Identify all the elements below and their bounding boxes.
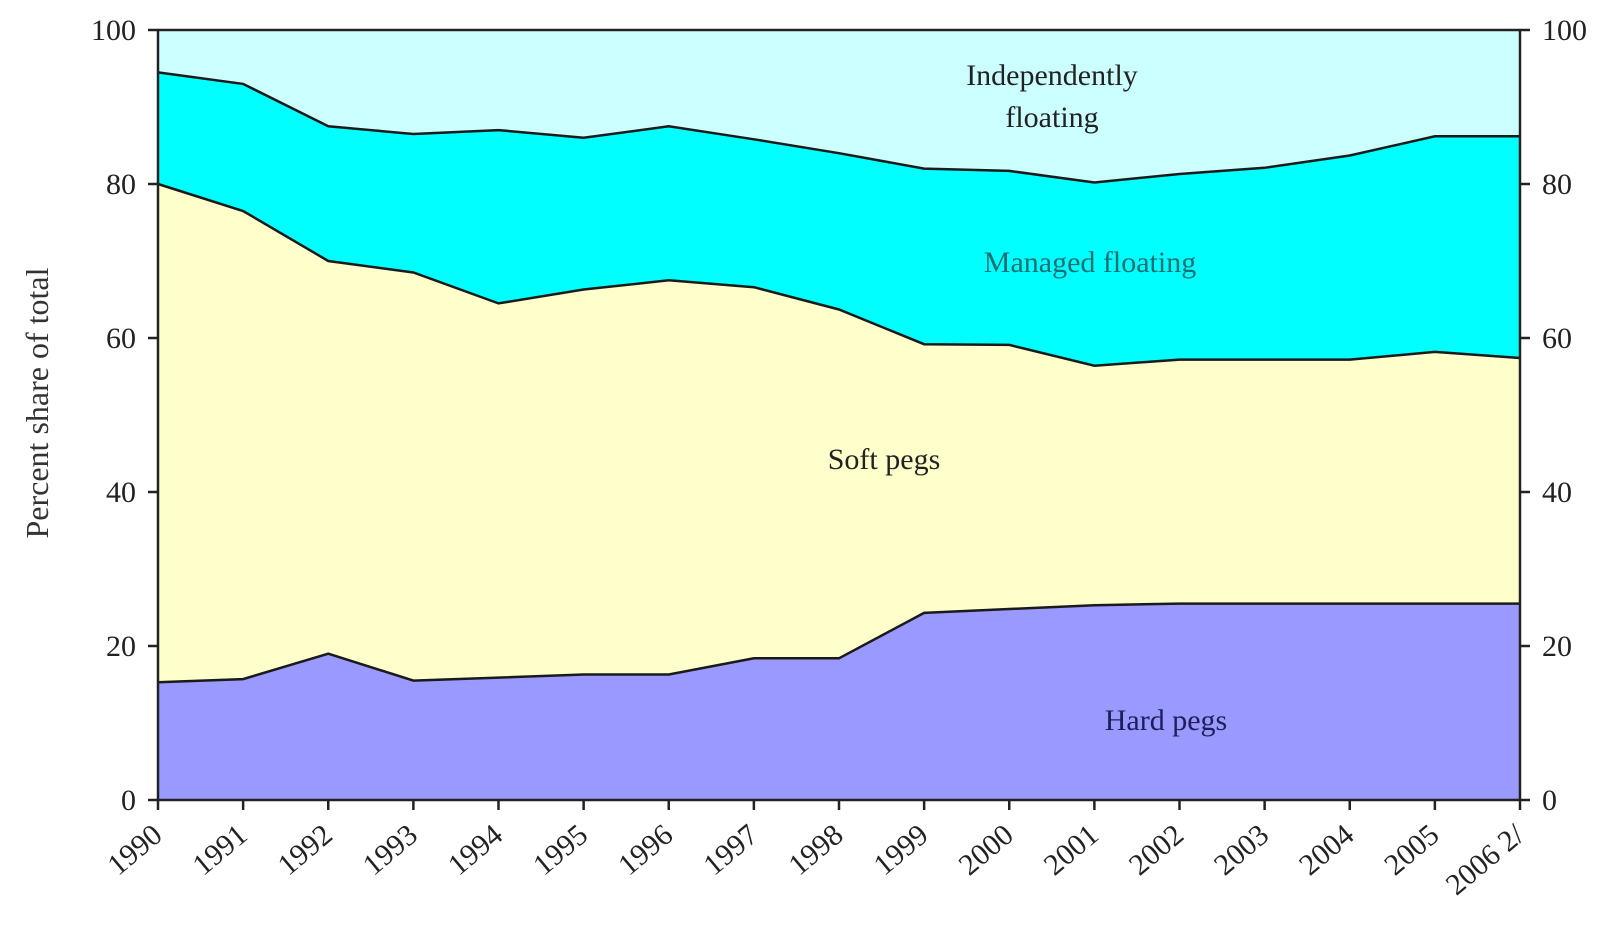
- x-tick-label: 2005: [1378, 818, 1445, 882]
- y-tick-label-left: 60: [106, 322, 136, 355]
- x-ticks: 1990 1991 1992 1993 1994 1995 1996 1997 1998 1999…: [101, 800, 1531, 902]
- y-axis-label: Percent share of total: [19, 267, 55, 538]
- x-tick-label: 1998: [782, 818, 849, 882]
- y-tick-label-right: 80: [1542, 168, 1572, 201]
- boundary-soft-pegs: [157, 182, 1521, 367]
- x-tick-label: 2001: [1038, 818, 1105, 882]
- right-y-ticks: 0 20 40 60 80 100: [1520, 14, 1587, 817]
- series-boundaries: [157, 71, 1521, 684]
- label-managed-floating: Managed floating: [984, 246, 1196, 279]
- label-independently-floating-line2: floating: [1005, 101, 1098, 134]
- x-tick-label: 1992: [272, 818, 339, 882]
- x-tick-label: 2003: [1208, 818, 1275, 882]
- stacked-areas: [158, 30, 1520, 800]
- boundary-hard-pegs: [157, 602, 1520, 684]
- y-tick-label-left: 40: [106, 476, 136, 509]
- x-tick-label: 1990: [101, 818, 168, 882]
- x-tick-label: 1994: [442, 818, 509, 882]
- y-tick-label-right: 0: [1542, 784, 1557, 817]
- x-tick-label: 1993: [357, 818, 424, 882]
- y-tick-label-left: 20: [106, 630, 136, 663]
- area-hard-pegs: [158, 603, 1520, 800]
- x-tick-label: 2002: [1123, 818, 1190, 882]
- left-y-ticks: 0 20 40 60 80 100: [91, 14, 158, 817]
- y-tick-label-left: 80: [106, 168, 136, 201]
- y-tick-label-right: 20: [1542, 630, 1572, 663]
- x-tick-label: 1995: [527, 818, 594, 882]
- label-independently-floating-line1: Independently: [966, 59, 1138, 92]
- y-tick-label-right: 60: [1542, 322, 1572, 355]
- y-tick-label-right: 40: [1542, 476, 1572, 509]
- x-tick-label: 1999: [867, 818, 934, 882]
- y-tick-label-left: 0: [121, 784, 136, 817]
- y-tick-label-right: 100: [1542, 14, 1587, 47]
- x-tick-label: 1997: [697, 818, 764, 882]
- x-tick-label: 1996: [612, 818, 679, 882]
- area-independently-floating: [158, 30, 1520, 183]
- boundary-managed-floating: [157, 71, 1520, 184]
- label-hard-pegs: Hard pegs: [1105, 704, 1227, 737]
- x-tick-label: 2000: [953, 818, 1020, 882]
- y-tick-label-left: 100: [91, 14, 136, 47]
- area-managed-floating: [158, 72, 1520, 366]
- x-tick-label: 2004: [1293, 818, 1360, 882]
- x-tick-label: 1991: [186, 818, 253, 882]
- label-soft-pegs: Soft pegs: [828, 443, 941, 476]
- x-tick-label: 2006 2/: [1440, 818, 1531, 902]
- area-soft-pegs: [158, 184, 1520, 683]
